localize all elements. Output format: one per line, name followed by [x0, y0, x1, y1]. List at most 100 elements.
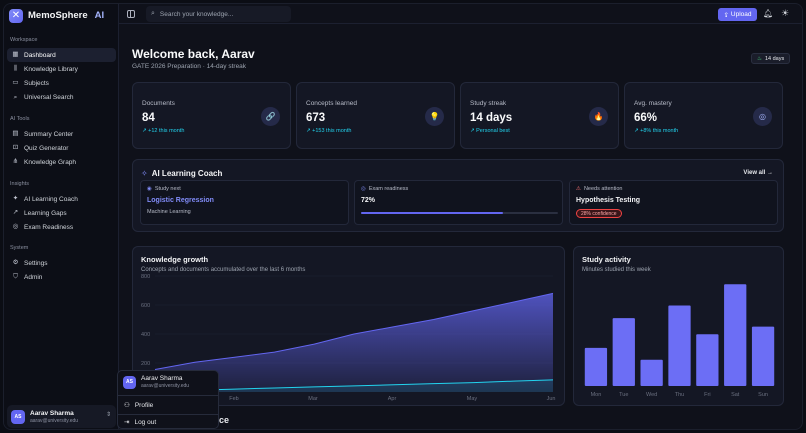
x-tick-label: Apr — [388, 396, 397, 402]
sidebar-item-label: Learning Gaps — [24, 209, 67, 217]
stat-value: 66% — [634, 112, 658, 124]
grid-icon: ▦ — [12, 50, 19, 58]
brand-name: MemoSphere — [28, 10, 88, 21]
stat-label: Avg. mastery — [634, 100, 672, 107]
graph-icon: ⋔ — [12, 158, 19, 166]
sidebar-section-title: Insights — [10, 181, 29, 187]
chevron-updown-icon: ⇕ — [105, 412, 111, 418]
library-icon: ⫼ — [14, 65, 17, 73]
stat-label: Documents — [142, 100, 175, 107]
target-icon: ◎ — [12, 223, 19, 231]
page-title: Welcome back, Aarav — [132, 47, 255, 61]
x-tick-label: Fri — [704, 392, 710, 398]
sidebar-item-dashboard[interactable]: ▦ Dashboard — [7, 48, 116, 62]
bar — [696, 334, 719, 386]
shield-icon: ⛉ — [13, 273, 18, 281]
sidebar-item-ai-learning-coach[interactable]: ✦ AI Learning Coach — [7, 192, 116, 206]
sun-icon[interactable]: ☀︎ — [781, 8, 790, 18]
search-input[interactable] — [159, 10, 280, 18]
sidebar-item-quiz-generator[interactable]: ⊡ Quiz Generator — [7, 141, 116, 155]
sidebar: ✕ MemoSphere AI Workspace ▦ Dashboard ⫼ Knowl… — [4, 4, 119, 429]
x-tick-label: Mon — [591, 392, 602, 398]
study-next-card[interactable]: ◉ Study next Logistic Regression Machine … — [140, 180, 349, 225]
lightbulb-icon: 💡 — [425, 107, 444, 126]
sidebar-item-label: Exam Readiness — [24, 224, 74, 232]
divider — [118, 414, 218, 415]
sidebar-toggle-icon[interactable] — [127, 10, 135, 18]
logo-icon: ✕ — [9, 8, 23, 23]
bar — [751, 326, 775, 386]
sidebar-item-knowledge-graph[interactable]: ⋔ Knowledge Graph — [7, 156, 116, 170]
bar — [724, 284, 747, 386]
y-tick-label: 400 — [141, 332, 150, 338]
user-email: aarav@university.edu — [141, 383, 190, 389]
sparkle-icon: ✧ — [141, 169, 148, 178]
sidebar-item-settings[interactable]: ⚙ Settings — [7, 256, 116, 270]
chart-subtitle: Concepts and documents accumulated over … — [141, 267, 306, 273]
user-name: Aarav Sharma — [30, 409, 74, 417]
document-icon: ▤ — [12, 129, 19, 137]
sidebar-item-label: Knowledge Graph — [24, 159, 77, 167]
target-icon: ◎ — [753, 107, 772, 126]
target-icon: ◎ — [361, 186, 366, 192]
search-icon: ⌕ — [151, 10, 155, 17]
upload-label: Upload — [730, 11, 752, 18]
sidebar-item-label: Subjects — [24, 80, 49, 88]
user-card[interactable]: AS Aarav Sharma aarav@university.edu ⇕ — [7, 405, 116, 428]
view-all-link[interactable]: View all → — [743, 170, 773, 176]
confidence-badge: 28% confidence — [576, 209, 622, 218]
stat-card[interactable]: Concepts learned 673 ↗ +153 this month 💡 — [296, 82, 455, 149]
sidebar-item-summary-center[interactable]: ▤ Summary Center — [7, 127, 116, 141]
stat-card[interactable]: Documents 84 ↗ +12 this month 🔗 — [132, 82, 291, 149]
search-box[interactable]: ⌕ — [146, 6, 291, 22]
sidebar-item-learning-gaps[interactable]: ↗ Learning Gaps — [7, 206, 116, 220]
streak-badge: ♨ 14 days — [751, 53, 791, 64]
folder-icon: ▭ — [12, 79, 19, 87]
logout-icon: ⇥ — [124, 419, 130, 426]
upload-button[interactable]: ⇪ Upload — [718, 8, 757, 21]
sidebar-item-knowledge-library[interactable]: ⫼ Knowledge Library — [7, 62, 116, 76]
link-icon: 🔗 — [261, 107, 280, 126]
exam-readiness-card[interactable]: ◎ Exam readiness 72% — [354, 180, 563, 225]
sidebar-item-label: Knowledge Library — [24, 65, 78, 73]
bar — [640, 359, 663, 386]
readiness-value: 72% — [361, 197, 376, 204]
sidebar-item-subjects[interactable]: ▭ Subjects — [7, 77, 116, 91]
user-email: aarav@university.edu — [30, 417, 79, 424]
brand-suffix: AI — [94, 10, 105, 21]
app-window: ✕ MemoSphere AI Workspace ▦ Dashboard ⫼ Knowl… — [3, 3, 803, 430]
logout-menu-item[interactable]: ⇥ Log out — [124, 418, 156, 427]
user-name: Aarav Sharma — [141, 375, 183, 382]
chart-title: Study activity — [582, 255, 631, 264]
quiz-icon: ⊡ — [12, 144, 19, 152]
sidebar-item-label: Admin — [24, 273, 43, 281]
sidebar-item-admin[interactable]: ⛉ Admin — [7, 270, 116, 284]
stat-card[interactable]: Avg. mastery 66% ↗ +8% this month ◎ — [624, 82, 783, 149]
sidebar-item-exam-readiness[interactable]: ◎ Exam Readiness — [7, 221, 116, 235]
section-heading-partial: ce — [219, 415, 230, 425]
study-next-title: Logistic Regression — [147, 197, 214, 204]
stat-value: 84 — [142, 112, 155, 124]
brand[interactable]: ✕ MemoSphere AI — [9, 7, 104, 24]
sidebar-item-label: AI Learning Coach — [24, 195, 78, 203]
sidebar-item-label: Dashboard — [24, 51, 56, 59]
readiness-progress — [361, 212, 558, 214]
readiness-label: Exam readiness — [368, 186, 409, 192]
avatar: AS — [123, 375, 136, 389]
readiness-progress-fill — [361, 212, 503, 214]
stat-delta: ↗ +12 this month — [142, 128, 185, 134]
stat-card[interactable]: Study streak 14 days ↗ Personal best 🔥 — [460, 82, 619, 149]
streak-badge-label: 14 days — [764, 55, 785, 62]
divider — [118, 395, 218, 396]
needs-attention-card[interactable]: ⚠ Needs attention Hypothesis Testing 28% … — [569, 180, 778, 225]
topbar: ⌕ ⇪ Upload 🔔︎ ☀︎ — [119, 4, 802, 24]
flame-icon: 🔥 — [589, 107, 608, 126]
check-circle-icon: ◉ — [147, 186, 152, 192]
bell-icon[interactable]: 🔔︎ — [763, 9, 774, 18]
x-tick-label: Feb — [229, 396, 238, 402]
series-area — [155, 293, 553, 392]
sidebar-item-universal-search[interactable]: ⌕ Universal Search — [7, 91, 116, 105]
profile-menu-item[interactable]: ⚇ Profile — [124, 401, 153, 410]
x-tick-label: Thu — [675, 392, 684, 398]
sidebar-item-label: Summary Center — [24, 130, 74, 138]
